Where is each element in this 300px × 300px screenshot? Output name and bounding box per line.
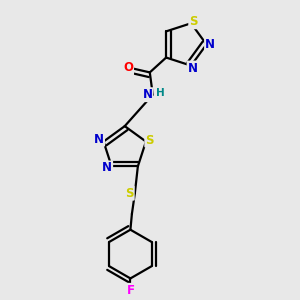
Text: N: N [188,61,198,74]
Text: S: S [189,15,198,28]
Text: O: O [123,61,133,74]
Text: F: F [126,284,134,297]
Text: S: S [125,187,134,200]
Text: N: N [94,133,104,146]
Text: H: H [156,88,165,98]
Text: S: S [145,134,154,147]
Text: N: N [142,88,152,101]
Text: N: N [205,38,215,51]
Text: N: N [102,161,112,174]
